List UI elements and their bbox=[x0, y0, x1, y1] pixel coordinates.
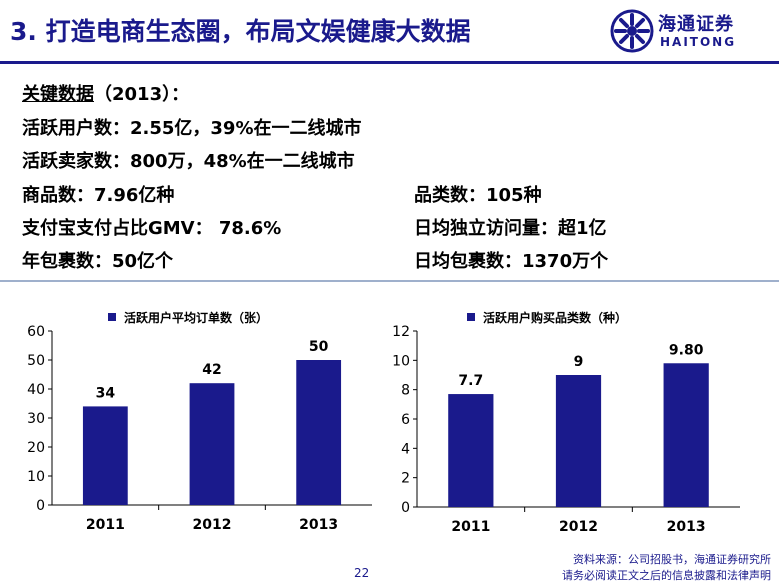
x-tick-label: 2013 bbox=[667, 519, 706, 535]
legend-label: 活跃用户购买品类数（种） bbox=[483, 310, 627, 325]
y-tick-label: 2 bbox=[401, 471, 410, 487]
page-title: 3. 打造电商生态圈，布局文娱健康大数据 bbox=[10, 17, 471, 46]
key-data-products: 商品数：7.96亿种 bbox=[22, 185, 175, 206]
key-data-heading: 关键数据（2013）： bbox=[22, 80, 189, 106]
y-tick-label: 10 bbox=[392, 353, 410, 369]
key-data-active-sellers: 活跃卖家数：800万，48%在一二线城市 bbox=[22, 151, 355, 172]
y-tick-label: 30 bbox=[27, 411, 45, 427]
y-tick-label: 4 bbox=[401, 441, 410, 457]
x-tick-label: 2013 bbox=[299, 517, 338, 533]
key-data-alipay-share: 支付宝支付占比GMV： 78.6% bbox=[22, 218, 282, 239]
bar bbox=[189, 383, 235, 505]
y-tick-label: 0 bbox=[401, 500, 410, 516]
key-data-active-users: 活跃用户数：2.55亿，39%在一二线城市 bbox=[22, 118, 362, 139]
x-tick-label: 2012 bbox=[193, 517, 232, 533]
bar-value-label: 50 bbox=[309, 339, 329, 355]
chart-purchase-categories: 活跃用户购买品类数（种） 0 2 4 6 8 10 12 7.7 2011 9 2012 9.80 201… bbox=[385, 300, 770, 540]
disclaimer-line: 请务必阅读正文之后的信息披露和法律声明 bbox=[562, 569, 771, 582]
bar bbox=[296, 360, 342, 505]
chart-avg-orders-svg: 活跃用户平均订单数（张） 0 10 20 30 40 50 60 34 2011 42 2012 50 2… bbox=[27, 310, 372, 533]
y-tick-label: 20 bbox=[27, 440, 45, 456]
bar-value-label: 9 bbox=[574, 354, 584, 370]
y-tick-label: 8 bbox=[401, 383, 410, 399]
bar bbox=[448, 394, 494, 507]
bar-value-label: 9.80 bbox=[669, 342, 704, 358]
bar-value-label: 42 bbox=[202, 362, 221, 378]
bar-value-label: 34 bbox=[96, 385, 116, 401]
logo-english-name: HAITONG bbox=[660, 35, 737, 49]
key-data-annual-parcels: 年包裹数：50亿个 bbox=[22, 251, 174, 272]
y-tick-label: 40 bbox=[27, 382, 45, 398]
y-tick-label: 6 bbox=[401, 412, 410, 428]
bar bbox=[82, 406, 128, 505]
logo-chinese-name: 海通证券 bbox=[658, 14, 734, 35]
y-tick-label: 10 bbox=[27, 469, 45, 485]
key-data-daily-parcels: 日均包裹数：1370万个 bbox=[414, 251, 609, 272]
bar bbox=[663, 363, 709, 507]
y-tick-label: 12 bbox=[392, 324, 410, 340]
x-tick-label: 2012 bbox=[559, 519, 598, 535]
chart-purchase-categories-svg: 活跃用户购买品类数（种） 0 2 4 6 8 10 12 7.7 2011 9 2012 9.80 201… bbox=[392, 310, 740, 535]
section-divider bbox=[0, 280, 779, 282]
key-data-heading-label: 关键数据 bbox=[22, 84, 94, 105]
x-tick-label: 2011 bbox=[86, 517, 125, 533]
haitong-logo-icon bbox=[610, 9, 654, 53]
legend-marker bbox=[467, 313, 475, 321]
header-divider bbox=[0, 61, 779, 64]
y-tick-label: 0 bbox=[36, 498, 45, 514]
page-number: 22 bbox=[354, 566, 370, 580]
source-line: 资料来源：公司招股书，海通证券研究所 bbox=[573, 553, 771, 566]
y-tick-label: 60 bbox=[27, 324, 45, 340]
legend-marker bbox=[108, 313, 116, 321]
legend-label: 活跃用户平均订单数（张） bbox=[124, 310, 268, 325]
bar-value-label: 7.7 bbox=[458, 373, 483, 389]
company-logo: 海通证券 HAITONG bbox=[608, 8, 773, 56]
y-tick-label: 50 bbox=[27, 353, 45, 369]
key-data-heading-year: （2013）： bbox=[94, 84, 190, 105]
x-tick-label: 2011 bbox=[451, 519, 490, 535]
source-note: 资料来源：公司招股书，海通证券研究所 请务必阅读正文之后的信息披露和法律声明 bbox=[562, 552, 771, 584]
key-data-categories: 品类数：105种 bbox=[414, 185, 542, 206]
chart-avg-orders: 活跃用户平均订单数（张） 0 10 20 30 40 50 60 34 2011 42 2012 50 2… bbox=[0, 300, 380, 540]
bar bbox=[555, 375, 602, 507]
key-data-daily-visits: 日均独立访问量：超1亿 bbox=[414, 218, 607, 239]
